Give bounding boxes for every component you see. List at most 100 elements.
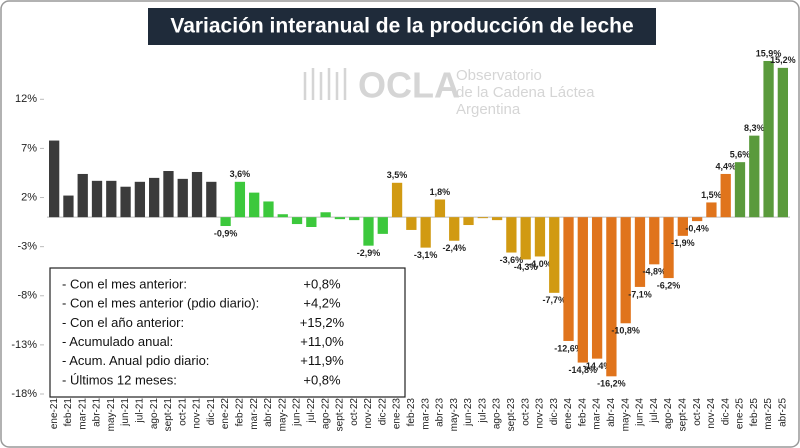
x-tick-label: nov-22	[363, 398, 374, 429]
watermark-text: Argentina	[456, 101, 521, 118]
bar	[49, 140, 60, 218]
x-tick-label: may-24	[620, 398, 631, 432]
x-tick-label: nov-23	[535, 398, 546, 429]
x-tick-label: dic-24	[720, 398, 731, 426]
summary-label: - Con el año anterior:	[62, 315, 184, 330]
x-tick-label: ene-23	[392, 398, 403, 430]
data-label: 3,5%	[387, 170, 408, 180]
bar	[720, 173, 731, 218]
x-tick-label: feb-25	[749, 398, 760, 427]
title-box	[148, 8, 656, 45]
watermark-text: de la Cadena Láctea	[456, 84, 595, 101]
x-tick-label: abr-23	[435, 398, 446, 427]
data-label: -1,9%	[671, 238, 695, 248]
data-label: -7,7%	[542, 295, 566, 305]
watermark-text: Observatorio	[456, 67, 542, 84]
x-tick-label: abr-22	[263, 398, 274, 427]
y-tick-label: -18%	[11, 388, 37, 400]
data-label: -0,9%	[214, 228, 238, 238]
x-tick-label: jun-24	[635, 398, 646, 427]
summary-value: +4,2%	[303, 296, 341, 311]
bar	[91, 180, 103, 218]
bar	[177, 178, 188, 218]
y-tick-label: 12%	[15, 93, 37, 105]
x-tick-label: may-22	[277, 398, 288, 432]
x-tick-label: feb-21	[63, 398, 74, 427]
bar	[120, 186, 131, 218]
x-tick-label: sept-23	[506, 398, 517, 432]
data-label: 4,4%	[715, 161, 736, 171]
bar	[406, 217, 417, 230]
bar	[334, 217, 346, 220]
data-label: -0,4%	[685, 223, 709, 233]
x-tick-label: oct-24	[692, 398, 703, 426]
bar	[491, 217, 503, 221]
data-label: -3,1%	[414, 250, 438, 260]
bar	[777, 67, 788, 218]
x-tick-label: mar-22	[249, 398, 260, 430]
bar	[291, 217, 303, 225]
data-label: -2,9%	[357, 248, 381, 258]
x-tick-label: jul-23	[477, 398, 488, 424]
bar	[663, 217, 674, 279]
x-tick-label: jul-24	[649, 398, 660, 424]
summary-label: - Con el mes anterior:	[62, 276, 187, 291]
data-label: -16,2%	[597, 379, 626, 389]
watermark-logo: OCLA	[358, 65, 460, 106]
bar	[377, 217, 388, 234]
data-label: -7,1%	[628, 289, 652, 299]
data-label: -14,8%	[569, 365, 598, 375]
y-tick-label: 2%	[21, 191, 37, 203]
x-tick-label: mar-25	[763, 398, 774, 430]
bar	[306, 217, 317, 227]
bar	[206, 181, 217, 218]
x-tick-label: jun-23	[463, 398, 474, 427]
summary-value: +11,9%	[300, 353, 344, 368]
bar	[163, 171, 174, 218]
x-tick-label: jun-21	[120, 398, 131, 427]
x-tick-label: mar-24	[592, 398, 603, 430]
x-tick-label: ago-21	[149, 398, 160, 430]
bar	[277, 214, 288, 218]
bar	[234, 181, 246, 218]
bar	[734, 162, 746, 218]
data-label: -10,8%	[611, 326, 640, 336]
x-tick-label: ago-23	[492, 398, 503, 430]
bar	[591, 217, 603, 359]
summary-label: - Con el mes anterior (pdio diario):	[62, 296, 259, 311]
x-tick-label: ago-24	[663, 398, 674, 430]
bar	[649, 217, 660, 265]
bar	[606, 217, 617, 377]
bar	[477, 217, 488, 219]
bar	[563, 217, 574, 341]
bar	[363, 217, 374, 246]
bar	[620, 217, 631, 324]
x-tick-label: ene-21	[49, 398, 60, 430]
bar	[577, 217, 588, 363]
x-tick-label: mar-23	[420, 398, 431, 430]
y-tick-label: -8%	[17, 290, 37, 302]
bar	[349, 217, 360, 221]
x-tick-label: jun-22	[292, 398, 303, 427]
data-label: -12,6%	[554, 343, 583, 353]
bar	[463, 217, 474, 226]
bar	[549, 217, 560, 293]
x-tick-label: feb-24	[577, 398, 588, 427]
x-tick-label: dic-23	[549, 398, 560, 426]
x-tick-label: abr-24	[606, 398, 617, 427]
x-tick-label: oct-21	[177, 398, 188, 426]
data-label: -4,8%	[643, 267, 667, 277]
bar	[449, 217, 460, 241]
data-label: -14,4%	[583, 361, 612, 371]
x-tick-label: may-23	[449, 398, 460, 432]
summary-value: +0,8%	[303, 276, 341, 291]
x-tick-label: ene-24	[563, 398, 574, 430]
bar	[391, 182, 403, 218]
bar	[220, 217, 231, 227]
data-label: 15,2%	[770, 55, 796, 65]
summary-label: - Acum. Anual pdio diario:	[62, 353, 209, 368]
data-label: -2,4%	[442, 243, 466, 253]
data-label: 1,8%	[430, 187, 451, 197]
data-label: 15,9%	[756, 48, 782, 58]
